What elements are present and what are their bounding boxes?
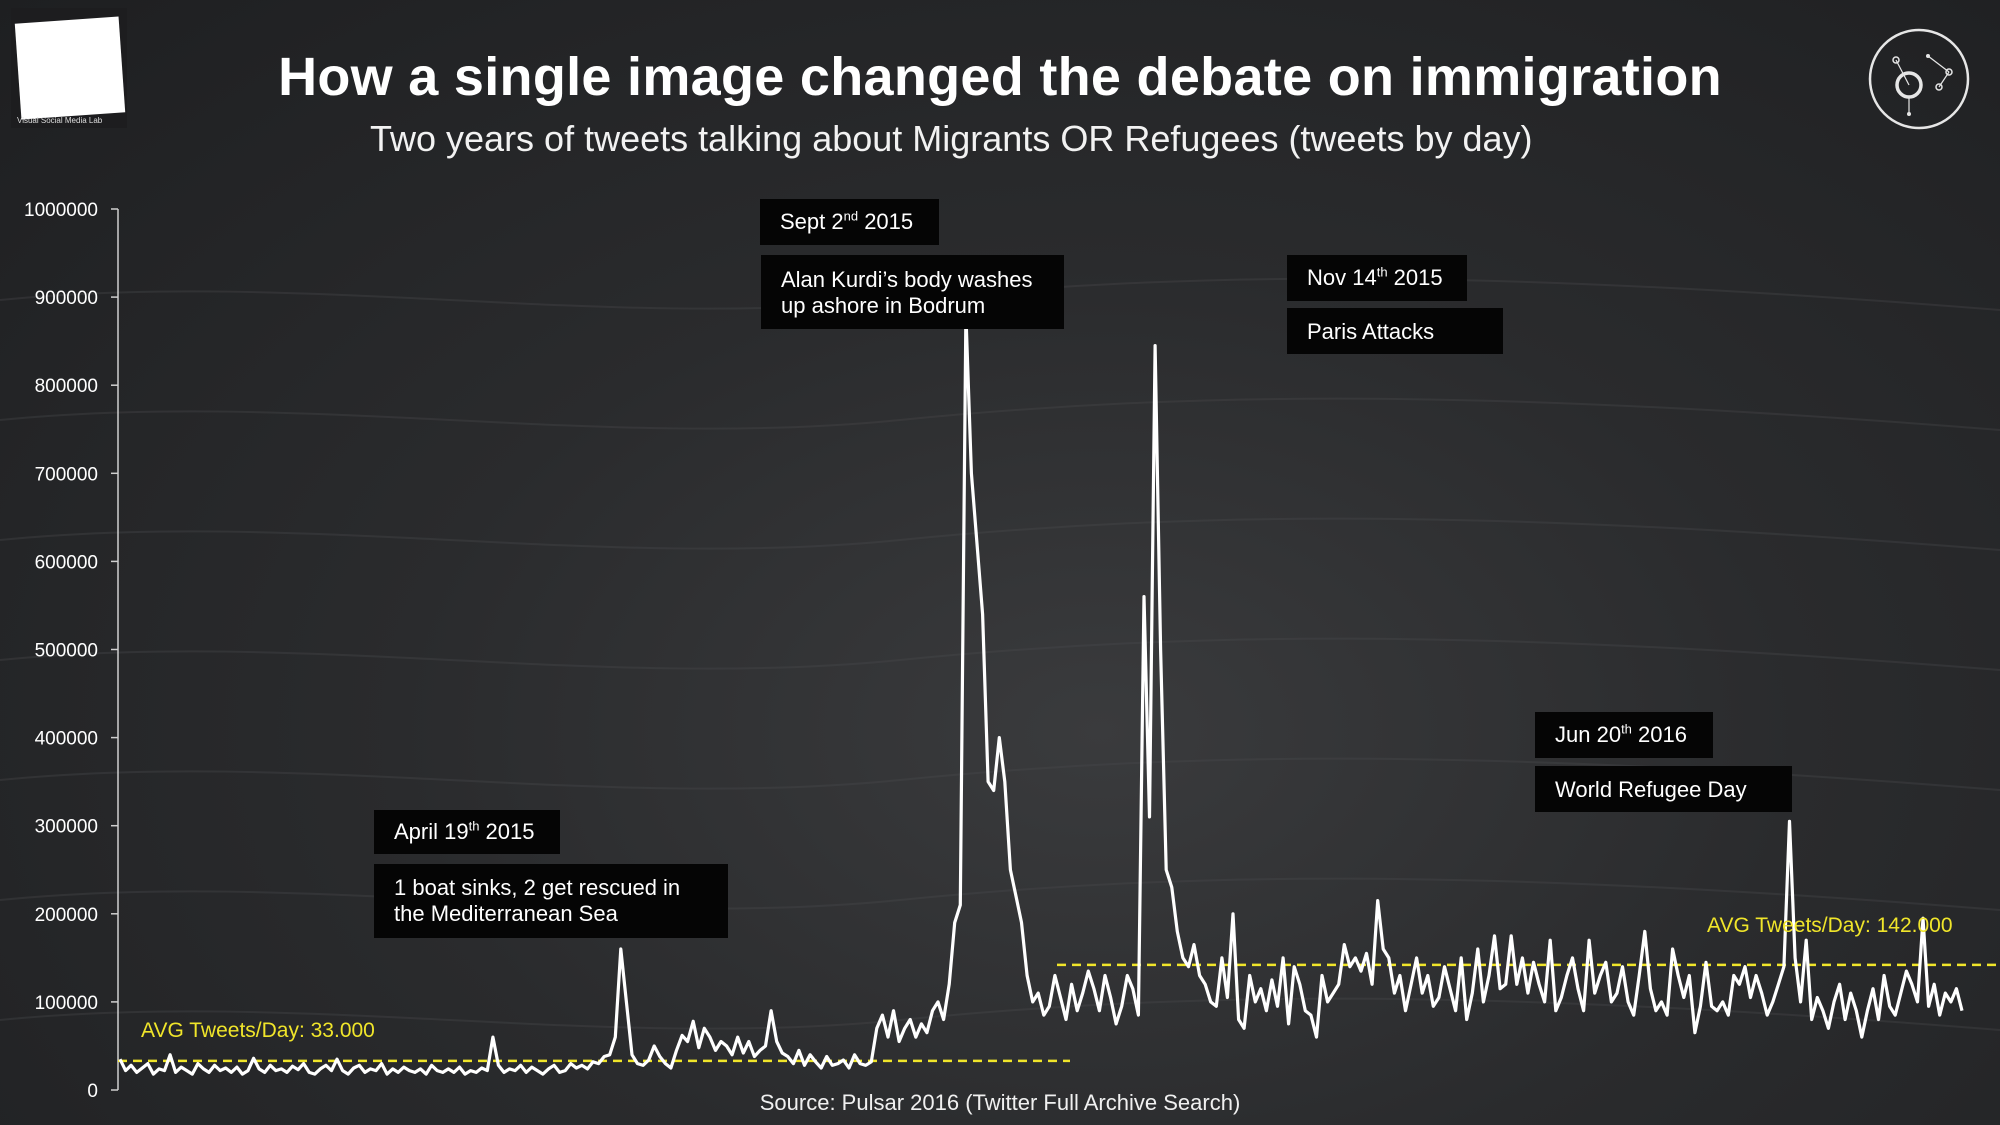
average-lines — [118, 963, 2000, 1063]
annotation-text-jun: World Refugee Day — [1535, 766, 1792, 812]
annotation-date-jun: Jun 20th 2016 — [1535, 712, 1713, 758]
network-circle-icon — [1868, 28, 1970, 130]
y-tick-label: 400000 — [35, 729, 98, 750]
avg-label-before: AVG Tweets/Day: 33.000 — [141, 1019, 375, 1042]
y-tick-label: 800000 — [35, 376, 98, 397]
y-axis: 0 100000 200000 300000 400000 500000 600000 700… — [24, 200, 119, 1102]
y-tick-label: 200000 — [35, 905, 98, 926]
y-tick-label: 1000000 — [24, 200, 98, 221]
source-note: Source: Pulsar 2016 (Twitter Full Archiv… — [759, 1090, 1241, 1115]
avg-label-after: AVG Tweets/Day: 142.000 — [1707, 914, 1953, 937]
annotation-text-sept: Alan Kurdi’s body washes up ashore in Bod… — [761, 255, 1064, 329]
annotation-date-nov: Nov 14th 2015 — [1287, 255, 1467, 301]
annotation-text-april: 1 boat sinks, 2 get rescued in the Medite… — [374, 864, 728, 938]
y-tick-label: 500000 — [35, 641, 98, 662]
y-tick-label: 700000 — [35, 464, 98, 485]
series-line-tweets — [118, 313, 1964, 1076]
y-tick-label: 300000 — [35, 817, 98, 838]
y-tick-label: 100000 — [35, 993, 98, 1014]
logo-label: Visual Social Media Lab — [17, 116, 103, 125]
y-tick-label: 0 — [87, 1081, 98, 1102]
y-tick-label: 900000 — [35, 288, 98, 309]
annotation-date-sept: Sept 2nd 2015 — [760, 199, 939, 245]
chart-subtitle: Two years of tweets talking about Migran… — [370, 118, 1533, 159]
annotation-date-april: April 19th 2015 — [374, 810, 560, 854]
y-tick-label: 600000 — [35, 552, 98, 573]
annotation-text-nov: Paris Attacks — [1287, 308, 1503, 354]
visual-social-media-lab-logo: Visual Social Media Lab — [11, 8, 127, 128]
chart-title: How a single image changed the debate on… — [278, 47, 1722, 107]
